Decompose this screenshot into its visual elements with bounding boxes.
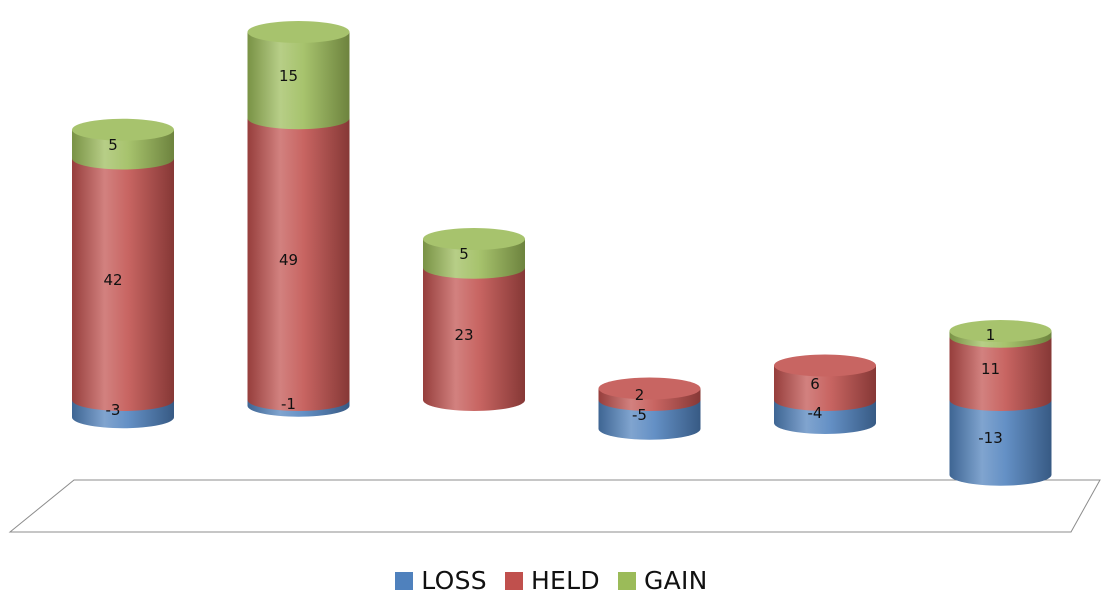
data-label: -3: [106, 401, 121, 419]
data-label: 15: [279, 67, 298, 85]
legend: LOSS HELD GAIN: [0, 566, 1103, 595]
bar-cap: [423, 228, 525, 250]
data-label: 11: [981, 360, 1000, 378]
legend-item-gain: GAIN: [617, 566, 708, 595]
bar-stack: 23 5: [423, 228, 525, 411]
bar-segment-held: [247, 118, 350, 411]
bar-cap: [774, 354, 876, 377]
bar-cap: [949, 320, 1052, 342]
bar-segment-held: [774, 365, 876, 411]
bar-segment-held: [423, 267, 525, 411]
chart-floor: [8, 479, 1101, 533]
bar-segment-held: [949, 336, 1052, 411]
bar-segment-loss: [598, 400, 701, 440]
data-label: 42: [103, 271, 122, 289]
legend-swatch-gain: [617, 571, 636, 590]
bar-stack: -3 42 5: [72, 118, 174, 429]
legend-swatch-loss: [395, 571, 414, 590]
data-label: 5: [459, 245, 469, 263]
legend-label-held: HELD: [530, 566, 600, 595]
bar-cap: [598, 377, 701, 400]
data-label: 2: [635, 386, 645, 404]
data-label: 49: [279, 251, 298, 269]
legend-label-gain: GAIN: [643, 566, 708, 595]
bar-segment-gain: [247, 32, 350, 130]
legend-swatch-held: [504, 571, 523, 590]
bar-segment-gain: [423, 239, 525, 279]
data-label: 6: [810, 375, 820, 393]
data-label: 23: [454, 326, 473, 344]
bar-stack: -1 49 15: [247, 21, 350, 417]
legend-item-loss: LOSS: [395, 566, 487, 595]
legend-item-held: HELD: [504, 566, 600, 595]
bar-segment-held: [72, 158, 174, 411]
data-label: 1: [986, 326, 996, 344]
bar-cap: [72, 118, 174, 141]
bar-stack: -4 6: [774, 354, 876, 434]
bar-segment-gain: [72, 129, 174, 170]
bar-segment-loss: [949, 400, 1052, 486]
legend-label-loss: LOSS: [421, 566, 487, 595]
bar-cap: [247, 21, 350, 43]
data-label: -4: [808, 404, 823, 422]
bar-stack: -52: [598, 377, 701, 440]
data-label: 5: [108, 136, 118, 154]
data-label: -1: [281, 395, 296, 413]
data-label: -5: [632, 406, 647, 424]
data-label: -13: [978, 429, 1003, 447]
